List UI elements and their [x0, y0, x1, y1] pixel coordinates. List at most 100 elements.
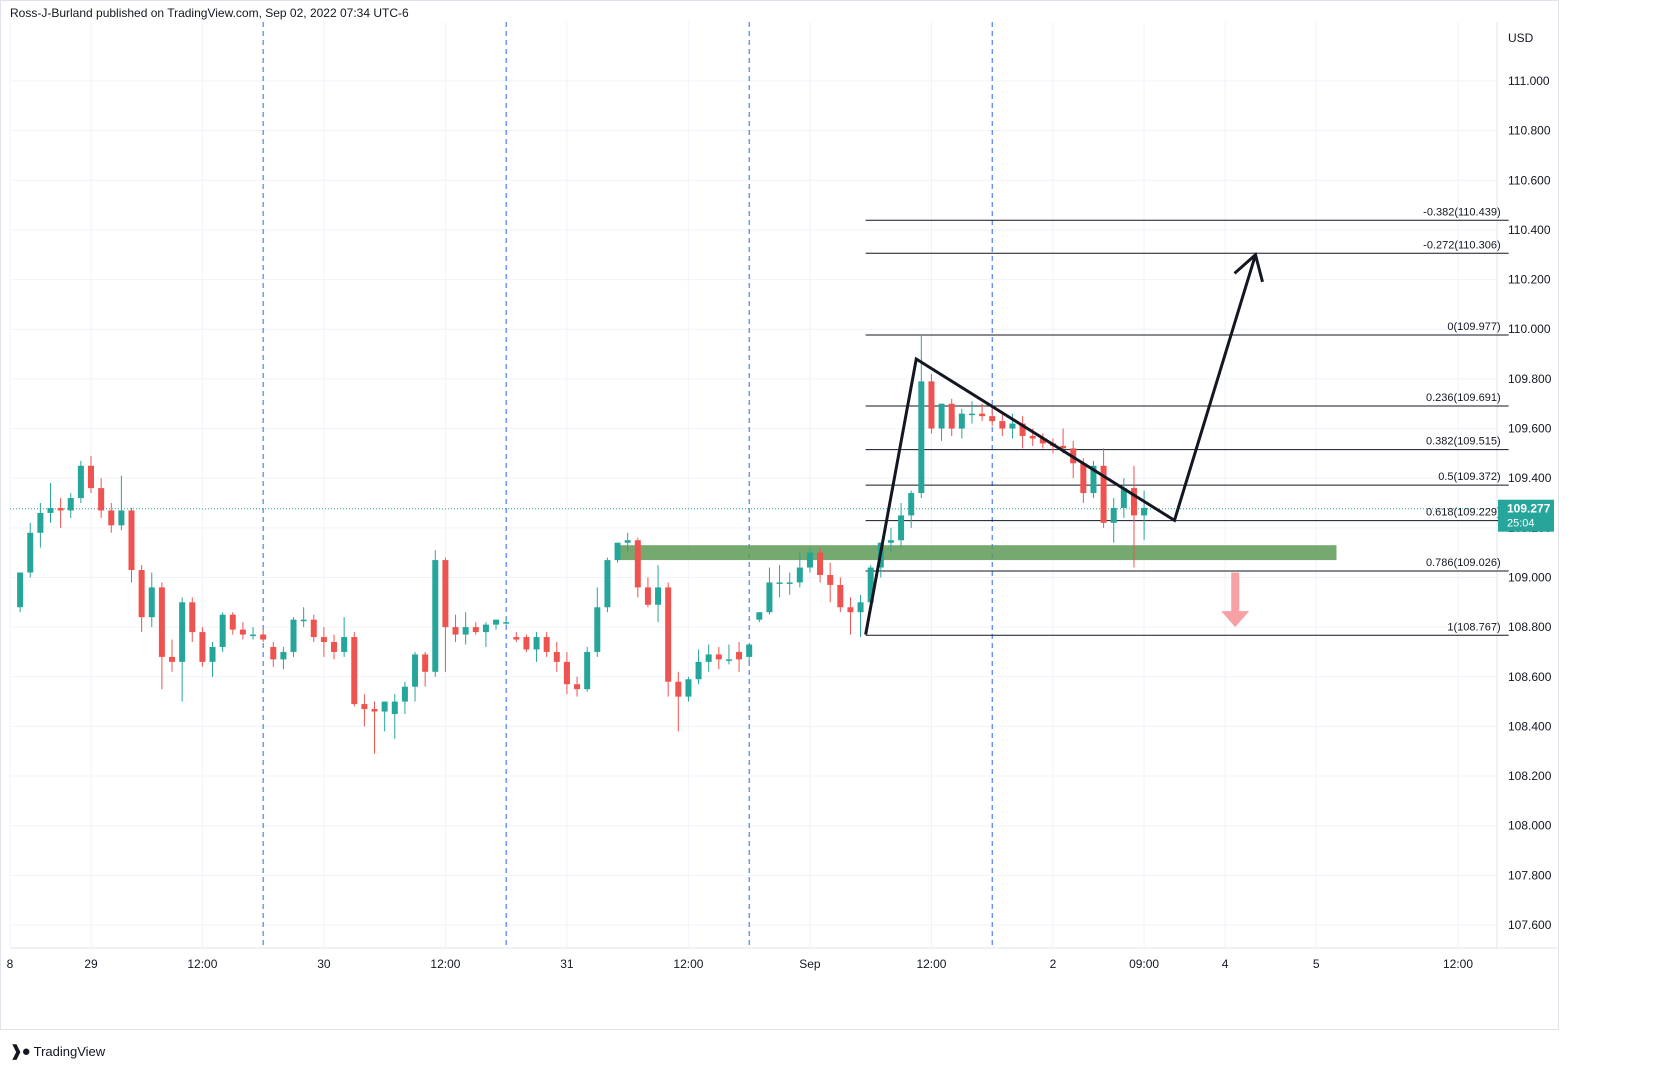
y-tick-label: 109.800	[1508, 372, 1552, 386]
currency-label: USD	[1508, 31, 1534, 45]
x-tick-label: 2	[1050, 957, 1057, 971]
y-tick-label: 110.000	[1508, 322, 1551, 336]
tradingview-logo-icon: ❱●	[10, 1043, 31, 1060]
candle-body	[37, 512, 44, 533]
candle-body	[695, 661, 702, 680]
candle-body	[867, 567, 874, 603]
x-tick-label: 12:00	[673, 957, 703, 971]
candle-body	[239, 629, 246, 635]
y-tick-label: 108.400	[1508, 719, 1552, 733]
fibonacci-retracement[interactable]: -0.382(110.439) -0.272(110.306) 0(109.977)…	[865, 206, 1509, 636]
candle-body	[817, 552, 824, 575]
fib-level-label: 0(109.977)	[1447, 321, 1500, 333]
candle-body	[857, 602, 864, 613]
candle-body	[300, 619, 307, 622]
candle-body	[725, 659, 732, 661]
candle-body	[472, 627, 479, 633]
candle-body	[574, 684, 581, 690]
published-header: Ross-J-Burland published on TradingView.…	[10, 6, 409, 20]
pattern-drawings[interactable]	[864, 252, 1264, 635]
candle-body	[401, 686, 408, 702]
candle-body	[1019, 423, 1026, 436]
tradingview-brand[interactable]: ❱● TradingView	[10, 1042, 105, 1060]
candle-body	[199, 632, 206, 662]
candle-body	[88, 465, 95, 489]
candle-body	[746, 644, 753, 657]
candle-body	[138, 570, 145, 618]
down-arrow-icon	[1221, 611, 1250, 628]
y-tick-label: 109.600	[1508, 422, 1552, 436]
candle-body	[1110, 507, 1117, 523]
grid-lines	[0, 0, 1559, 1030]
candle-body	[1100, 465, 1107, 523]
candle-body	[493, 619, 500, 625]
pattern-trend-path	[864, 254, 1257, 635]
up-arrow-head-icon	[1233, 252, 1264, 283]
candle-body	[77, 465, 84, 499]
candle-body	[827, 574, 834, 585]
down-arrow-shaft	[1231, 572, 1240, 614]
candle-body	[118, 510, 125, 526]
candle-body	[250, 634, 257, 637]
fib-level-label: -0.382(110.439)	[1423, 206, 1500, 218]
candle-body	[989, 416, 996, 422]
candle-body	[1130, 488, 1137, 516]
candle-body	[189, 602, 196, 633]
y-tick-label: 107.800	[1508, 868, 1552, 882]
candle-body	[1090, 465, 1097, 494]
last-price-countdown: 25:04	[1507, 518, 1535, 530]
candle-body	[270, 646, 277, 660]
candle-body	[128, 510, 135, 571]
brand-label: TradingView	[33, 1043, 106, 1059]
candle-body	[1060, 445, 1067, 449]
candle-body	[371, 709, 378, 712]
axes: 107.600 107.800 108.000 108.200 108.400 108.6…	[7, 31, 1554, 971]
candle-body	[715, 654, 722, 660]
candle-body	[928, 381, 935, 429]
x-tick-label: 12:00	[187, 957, 217, 971]
candle-body	[806, 552, 813, 568]
candle-body	[736, 651, 743, 660]
candle-body	[553, 651, 560, 662]
candle-body	[331, 642, 338, 652]
candle-body	[219, 614, 226, 647]
candle-body	[482, 624, 489, 633]
fib-level-label: 0.236(109.691)	[1426, 392, 1501, 404]
y-tick-label: 111.000	[1508, 74, 1550, 88]
fib-level-label: 0.786(109.026)	[1426, 557, 1501, 569]
x-tick-label: 29	[84, 957, 98, 971]
candle-body	[604, 560, 611, 608]
candle-body	[108, 510, 115, 526]
candle-body	[887, 540, 894, 543]
candle-body	[908, 493, 915, 516]
candle-body	[320, 637, 327, 643]
y-tick-label: 109.400	[1508, 471, 1552, 485]
candle-body	[432, 560, 439, 672]
candle-body	[452, 627, 459, 635]
x-tick-label: 12:00	[916, 957, 946, 971]
candle-body	[786, 582, 793, 584]
y-tick-label: 110.400	[1508, 223, 1551, 237]
fib-level-label: 0.5(109.372)	[1438, 471, 1500, 483]
y-tick-label: 110.200	[1508, 273, 1551, 287]
candle-body	[847, 607, 854, 613]
candle-body	[158, 587, 165, 657]
x-tick-label: 12:00	[430, 957, 460, 971]
candle-body	[98, 488, 105, 511]
x-tick-label: 8	[7, 957, 14, 971]
fib-level-label: 0.382(109.515)	[1426, 436, 1501, 448]
candle-body	[898, 515, 905, 541]
candle-body	[675, 681, 682, 697]
candle-body	[412, 654, 419, 687]
candle-body	[280, 651, 287, 660]
candle-body	[381, 701, 388, 712]
support-zone	[617, 545, 1337, 561]
fib-level-label: 1(108.767)	[1447, 621, 1500, 633]
candlestick-series	[17, 334, 1148, 754]
candle-body	[462, 627, 469, 635]
candle-body	[796, 567, 803, 583]
x-tick-label: 09:00	[1129, 957, 1159, 971]
candle-body	[57, 507, 64, 511]
candle-body	[665, 587, 672, 682]
